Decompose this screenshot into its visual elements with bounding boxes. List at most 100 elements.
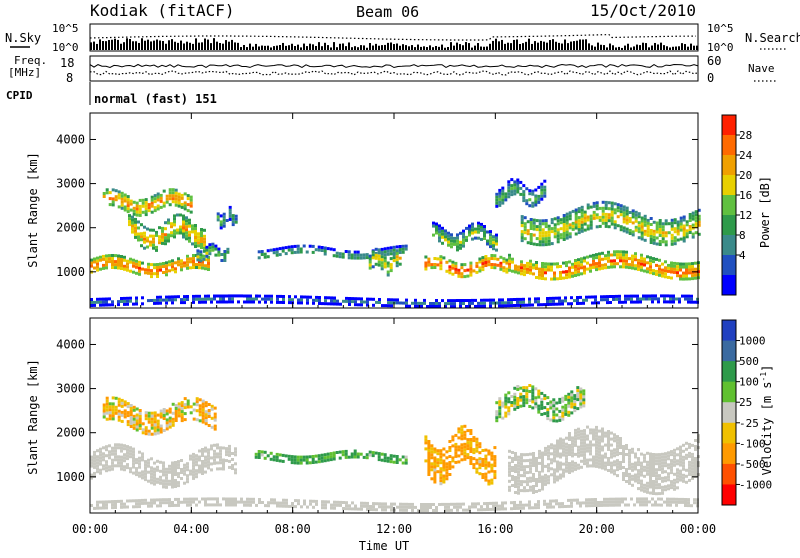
- echo-cell: [675, 297, 678, 301]
- echo-cell: [645, 497, 648, 501]
- echo-cell: [105, 500, 108, 504]
- echo-cell: [685, 262, 688, 266]
- echo-cell: [534, 188, 538, 192]
- echo-cell: [386, 459, 390, 463]
- echo-cell: [203, 243, 206, 247]
- echo-cell: [454, 445, 458, 449]
- echo-cell: [159, 409, 163, 413]
- echo-cell: [670, 471, 673, 475]
- echo-cell: [687, 501, 690, 505]
- echo-cell: [577, 258, 580, 262]
- echo-cell: [177, 484, 180, 488]
- echo-cell: [577, 273, 580, 277]
- echo-cell: [459, 299, 462, 302]
- echo-cell: [377, 260, 381, 264]
- echo-cell: [183, 207, 187, 211]
- noise-bar: [357, 47, 359, 50]
- echo-cell: [249, 497, 252, 501]
- echo-cell: [565, 442, 568, 446]
- echo-cell: [604, 431, 607, 435]
- echo-cell: [138, 421, 142, 424]
- echo-cell: [105, 257, 108, 261]
- echo-cell: [299, 458, 303, 462]
- echo-cell: [504, 414, 508, 418]
- colorbar-tick-label: -500: [739, 458, 766, 471]
- echo-cell: [537, 392, 541, 396]
- echo-cell: [132, 471, 135, 475]
- echo-cell: [550, 265, 553, 269]
- echo-cell: [625, 453, 628, 456]
- echo-cell: [156, 195, 160, 199]
- echo-cell: [595, 443, 598, 447]
- echo-cell: [456, 236, 459, 240]
- echo-cell: [161, 238, 164, 242]
- echo-cell: [508, 464, 511, 468]
- echo-cell: [571, 439, 574, 443]
- echo-cell: [528, 500, 531, 504]
- echo-cell: [365, 253, 369, 257]
- echo-cell: [234, 450, 237, 454]
- echo-cell: [576, 392, 580, 396]
- echo-cell: [445, 465, 449, 469]
- echo-cell: [679, 469, 682, 473]
- echo-cell: [341, 450, 345, 454]
- echo-cell: [111, 414, 115, 418]
- echo-cell: [198, 500, 201, 504]
- echo-cell: [697, 214, 701, 218]
- y-tick-label: 1000: [56, 470, 85, 484]
- echo-cell: [549, 296, 552, 300]
- echo-cell: [477, 502, 480, 506]
- echo-cell: [541, 243, 545, 247]
- echo-cell: [526, 483, 529, 487]
- echo-cell: [559, 233, 563, 237]
- echo-cell: [622, 259, 625, 263]
- echo-cell: [469, 441, 473, 444]
- echo-cell: [460, 428, 464, 432]
- echo-cell: [553, 477, 556, 481]
- echo-cell: [679, 463, 682, 467]
- echo-cell: [592, 210, 596, 214]
- echo-cell: [430, 456, 434, 460]
- echo-cell: [688, 262, 691, 266]
- echo-cell: [234, 503, 237, 507]
- echo-cell: [132, 209, 136, 213]
- echo-cell: [615, 294, 618, 298]
- echo-cell: [595, 425, 598, 429]
- echo-cell: [547, 239, 551, 243]
- noise-bar: [123, 42, 125, 50]
- echo-cell: [161, 241, 164, 245]
- echo-cell: [196, 255, 200, 259]
- echo-cell: [168, 504, 171, 508]
- echo-cell: [568, 468, 571, 471]
- echo-cell: [144, 417, 148, 421]
- echo-cell: [387, 298, 390, 302]
- echo-cell: [284, 252, 288, 256]
- echo-cell: [330, 302, 333, 306]
- echo-cell: [282, 295, 285, 298]
- echo-cell: [114, 464, 117, 468]
- echo-cell: [144, 429, 148, 433]
- echo-cell: [634, 210, 638, 214]
- echo-cell: [585, 298, 588, 302]
- echo-cell: [634, 473, 637, 477]
- echo-cell: [508, 470, 511, 474]
- echo-cell: [120, 255, 123, 258]
- echo-cell: [123, 208, 127, 212]
- echo-cell: [380, 267, 384, 271]
- echo-cell: [525, 503, 528, 507]
- echo-cell: [170, 234, 173, 238]
- echo-cell: [528, 390, 532, 393]
- echo-cell: [517, 476, 520, 480]
- echo-cell: [658, 477, 661, 481]
- echo-cell: [666, 497, 669, 501]
- echo-cell: [678, 500, 681, 504]
- echo-cell: [579, 390, 583, 394]
- echo-cell: [420, 506, 423, 509]
- echo-cell: [583, 447, 586, 451]
- echo-cell: [90, 298, 93, 301]
- echo-cell: [354, 297, 357, 301]
- echo-cell: [432, 305, 435, 308]
- echo-cell: [532, 473, 535, 476]
- echo-cell: [135, 213, 139, 217]
- echo-cell: [640, 225, 644, 229]
